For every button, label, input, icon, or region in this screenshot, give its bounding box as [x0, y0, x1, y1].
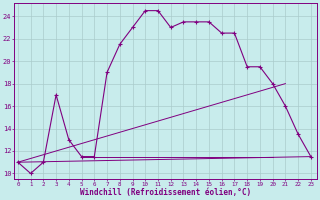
X-axis label: Windchill (Refroidissement éolien,°C): Windchill (Refroidissement éolien,°C) — [80, 188, 251, 197]
